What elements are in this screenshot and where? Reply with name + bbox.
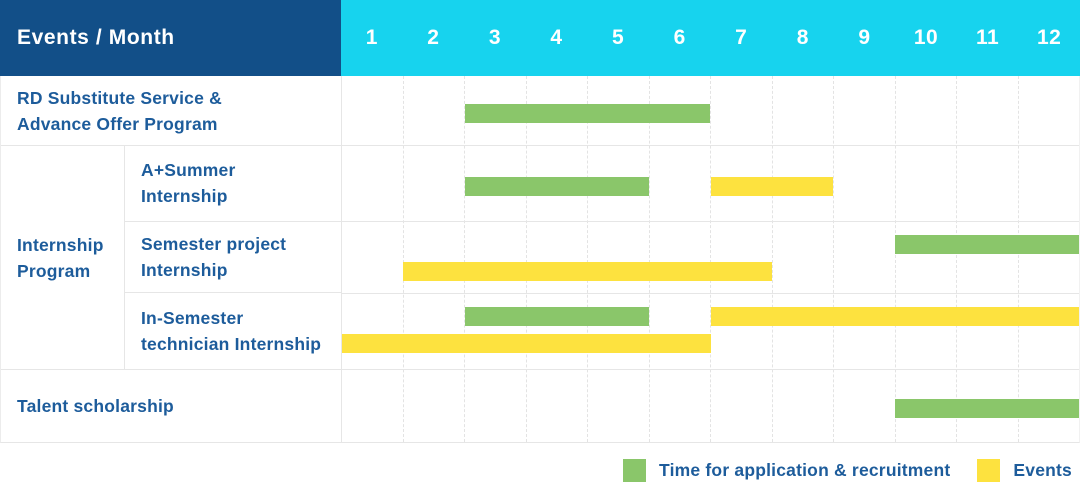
header-months-row: 1 2 3 4 5 6 7 8 9 10 11 12 [341,0,1080,76]
month-grid-column [956,76,1018,442]
internship-program-group: Internship Program A+Summer Internship S… [1,146,341,370]
gantt-bar-event [403,262,772,281]
chart-row-in-semester-technician-internship [342,294,1079,370]
month-grid-column [402,76,465,442]
month-label: 2 [427,26,440,49]
month-grid-column [525,76,588,442]
row-label-a-summer-internship: A+Summer Internship [125,146,341,222]
month-label: 6 [673,26,686,49]
row-label-talent-scholarship: Talent scholarship [17,396,174,416]
gantt-bar-application [894,399,1079,418]
gantt-bar-application [894,235,1079,254]
month-grid-column [894,76,957,442]
month-grid-column [587,76,649,442]
month-label: 3 [488,26,502,49]
gantt-bar-application [464,103,711,123]
legend-item-events: Events [977,459,1072,482]
chart-row-rd-substitute [342,76,1079,146]
header-title: Events / Month [17,26,175,49]
row-label-rd-substitute: RD Substitute Service & Advance Offer Pr… [1,76,341,146]
events-color-swatch-icon [977,459,1001,482]
month-label: 5 [612,26,625,49]
gantt-chart-area [341,76,1079,442]
label-column: RD Substitute Service & Advance Offer Pr… [1,76,341,442]
month-label: 8 [796,26,809,49]
month-grid-overlay [342,76,1079,442]
month-label: 1 [365,26,378,49]
gantt-bar-event [710,176,834,196]
chart-row-a-summer-internship [342,146,1079,222]
month-label: 11 [975,26,1000,49]
legend-label-events: Events [1013,460,1072,480]
table-body: RD Substitute Service & Advance Offer Pr… [0,76,1080,443]
header-events-month-cell: Events / Month [0,0,341,76]
month-label: 4 [550,26,563,49]
month-grid-column [833,76,895,442]
month-label: 10 [913,26,939,49]
legend: Time for application & recruitment Event… [623,459,1072,482]
month-grid-column [648,76,711,442]
month-grid-column [464,76,526,442]
application-color-swatch-icon [623,459,647,482]
month-grid-column [1017,76,1080,442]
month-label: 9 [858,26,871,49]
legend-label-application: Time for application & recruitment [659,460,951,480]
group-label-internship-program: Internship Program [1,146,125,369]
row-label-in-semester-technician-internship: In-Semester technician Internship [141,308,322,355]
group-items: A+Summer Internship Semester project Int… [125,146,341,369]
month-label: 12 [1036,26,1062,49]
table-header-row: Events / Month 1 2 3 4 5 6 7 8 9 10 11 12 [0,0,1080,76]
month-label: 7 [735,26,748,49]
gantt-bar-application [464,176,650,196]
legend-item-application: Time for application & recruitment [623,459,950,482]
chart-row-semester-project-internship [342,222,1079,294]
gantt-bar-event [710,307,1079,326]
month-grid-column [710,76,772,442]
month-grid-column [771,76,834,442]
chart-row-talent-scholarship [342,370,1079,442]
gantt-bar-event [342,334,711,353]
row-label-semester-project-internship: Semester project Internship [125,222,341,294]
gantt-bar-application [464,307,650,326]
